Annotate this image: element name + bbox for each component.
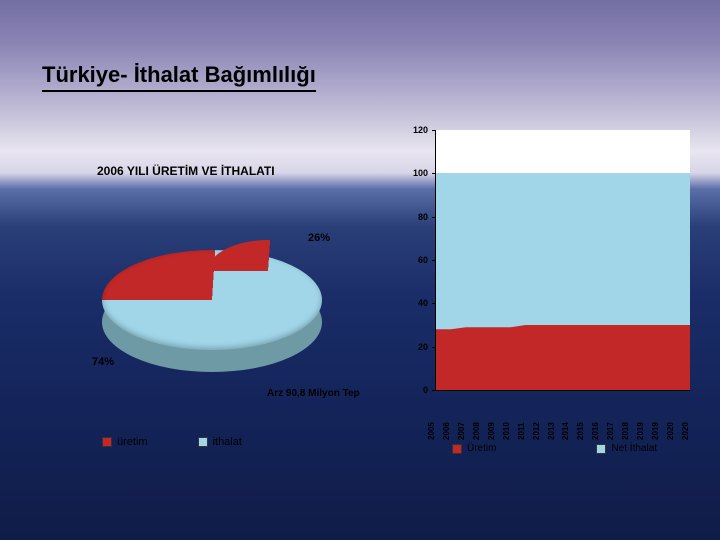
pie-pct-uretim: 74% — [92, 356, 114, 368]
x-tick-label: 2005 — [427, 422, 436, 440]
y-tick — [432, 303, 436, 304]
pie-body — [102, 250, 322, 370]
y-tick-label: 20 — [418, 342, 428, 352]
slide-title: Türkiye- İthalat Bağımlılığı — [42, 62, 316, 92]
y-tick-label: 0 — [423, 385, 428, 395]
x-tick-label: 2020 — [681, 422, 690, 440]
pie-legend-item: üretim — [102, 436, 148, 448]
x-tick-label: 2008 — [472, 422, 481, 440]
area-legend-item: Net İthalat — [596, 443, 657, 454]
legend-label: Üretim — [467, 443, 496, 454]
x-tick-label: 2013 — [547, 422, 556, 440]
legend-swatch — [198, 437, 208, 447]
area-series-uretim — [436, 130, 690, 390]
x-tick-label: 2018 — [621, 422, 630, 440]
y-tick — [432, 347, 436, 348]
y-tick — [432, 217, 436, 218]
x-tick-label: 2007 — [457, 422, 466, 440]
y-tick — [432, 260, 436, 261]
x-tick-label: 2015 — [576, 422, 585, 440]
area-legend: Üretim Net İthalat — [452, 443, 657, 454]
area-chart: 020406080100120 200520062007200820092010… — [398, 120, 698, 450]
legend-swatch — [452, 444, 462, 454]
x-tick-label: 2020 — [666, 422, 675, 440]
y-tick-label: 100 — [413, 168, 428, 178]
y-tick-label: 80 — [418, 212, 428, 222]
y-axis-labels: 020406080100120 — [398, 130, 432, 390]
area-plot — [436, 130, 690, 390]
legend-swatch — [102, 437, 112, 447]
y-tick — [432, 173, 436, 174]
x-tick-label: 2014 — [561, 422, 570, 440]
x-tick-label: 2016 — [591, 422, 600, 440]
x-axis-labels: 2005200620072008200920102011201220132014… — [436, 394, 690, 434]
pie-legend: üretim ithalat — [102, 436, 242, 448]
x-axis-line — [436, 390, 690, 391]
y-tick — [432, 390, 436, 391]
x-tick-label: 2019 — [636, 422, 645, 440]
x-tick-label: 2009 — [487, 422, 496, 440]
legend-label: üretim — [117, 436, 148, 448]
slide: Türkiye- İthalat Bağımlılığı 2006 YILI Ü… — [0, 0, 720, 540]
pie-footnote: Arz 90,8 Milyon Tep — [267, 388, 360, 399]
pie-legend-item: ithalat — [198, 436, 242, 448]
area-legend-item: Üretim — [452, 443, 496, 454]
legend-swatch — [596, 444, 606, 454]
legend-label: Net İthalat — [611, 443, 657, 454]
y-tick-label: 60 — [418, 255, 428, 265]
pie-pct-ithalat: 26% — [308, 232, 330, 244]
y-tick-label: 40 — [418, 298, 428, 308]
x-tick-label: 2012 — [532, 422, 541, 440]
y-tick — [432, 130, 436, 131]
pie-ithalat-exploded — [208, 240, 328, 302]
legend-label: ithalat — [213, 436, 242, 448]
x-tick-label: 2011 — [517, 423, 526, 440]
x-tick-label: 2019 — [651, 422, 660, 440]
pie-chart: 2006 YILI ÜRETİM VE İTHALATI 26% 74% Arz… — [42, 140, 402, 460]
x-tick-label: 2010 — [502, 422, 511, 440]
x-tick-label: 2006 — [442, 422, 451, 440]
y-tick-label: 120 — [413, 125, 428, 135]
x-tick-label: 2017 — [606, 422, 615, 440]
pie-title: 2006 YILI ÜRETİM VE İTHALATI — [97, 164, 275, 178]
